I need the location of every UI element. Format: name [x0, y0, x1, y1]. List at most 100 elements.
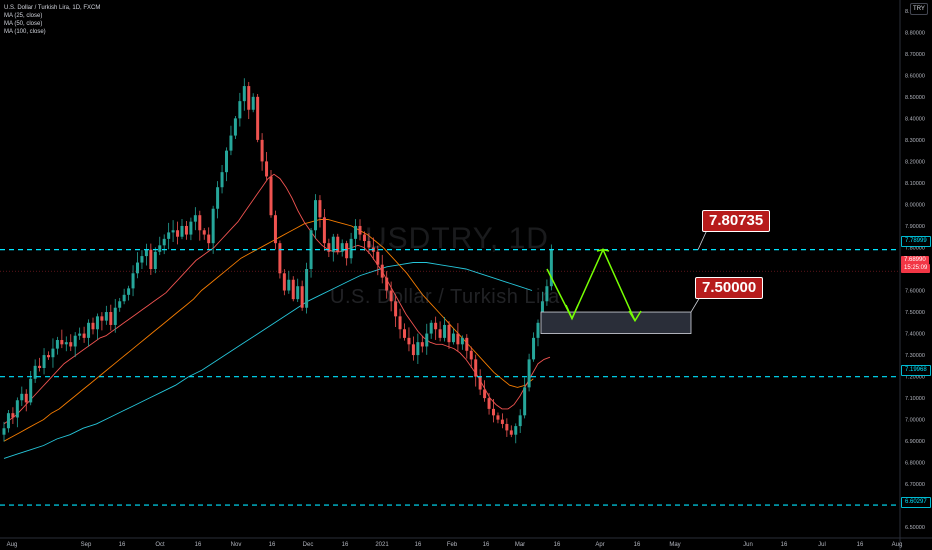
x-tick-label: 16	[269, 542, 276, 548]
y-tick-label: 7.10000	[905, 396, 925, 402]
candle-body	[100, 316, 104, 321]
x-tick-label: 16	[634, 542, 641, 548]
candle-body	[456, 333, 460, 345]
y-tick-label: 8.10000	[905, 181, 925, 187]
y-tick-label: 8.20000	[905, 159, 925, 165]
candle-body	[149, 249, 153, 269]
candle-body	[536, 322, 540, 338]
candle-body	[122, 294, 126, 302]
x-tick-label: Jun	[743, 542, 753, 548]
candle-body	[322, 217, 326, 244]
ma25-line	[3, 173, 551, 425]
x-tick-label: Jul	[818, 542, 826, 548]
candle-body	[211, 208, 215, 244]
candle-body	[318, 200, 322, 218]
x-tick-label: Apr	[595, 542, 604, 548]
candle-body	[354, 225, 358, 239]
candle-body	[443, 324, 447, 338]
candle-body	[296, 286, 300, 300]
y-tick-label: 8.50000	[905, 95, 925, 101]
candle-body	[55, 340, 59, 349]
candle-body	[380, 264, 384, 278]
candle-body	[420, 342, 424, 347]
candle-body	[198, 215, 202, 231]
candle-body	[189, 221, 193, 235]
x-tick-label: 16	[857, 542, 864, 548]
candle-body	[15, 400, 19, 418]
candle-body	[327, 243, 331, 252]
candle-body	[60, 340, 64, 345]
candle-body	[171, 230, 175, 233]
candle-body	[91, 322, 95, 330]
candle-body	[305, 269, 309, 308]
price-tag-last: 7.68990	[901, 256, 929, 265]
x-tick-label: 16	[415, 542, 422, 548]
candle-body	[425, 333, 429, 347]
candle-body	[220, 172, 224, 188]
legend-symbol: U.S. Dollar / Turkish Lira, 1D, FXCM	[4, 5, 101, 11]
x-tick-label: 16	[342, 542, 349, 548]
x-tick-label: Mar	[515, 542, 525, 548]
candle-body	[136, 262, 139, 274]
y-tick-label: 6.70000	[905, 482, 925, 488]
candle-body	[434, 322, 438, 330]
candle-body	[109, 312, 113, 325]
candle-body	[411, 344, 415, 356]
ma100-polyline	[3, 262, 533, 459]
candle-body	[73, 335, 77, 347]
x-tick-label: Dec	[303, 542, 314, 548]
candle-body	[300, 286, 304, 308]
candle-body	[500, 419, 504, 424]
candle-body	[478, 376, 482, 390]
candle-body	[451, 333, 455, 343]
candle-body	[69, 342, 73, 347]
candle-body	[176, 230, 180, 237]
candle-body	[193, 215, 197, 222]
candle-body	[38, 365, 42, 368]
y-tick-label: 8.80000	[905, 30, 925, 36]
candle-body	[340, 243, 344, 252]
watermark-symbol: USDTRY, 1D	[365, 222, 549, 255]
candle-body	[202, 230, 206, 235]
candle-body	[78, 333, 82, 336]
x-tick-label: 16	[781, 542, 788, 548]
candle-body	[51, 348, 55, 358]
y-tick-label: 6.90000	[905, 439, 925, 445]
candle-body	[532, 337, 536, 360]
y-tick-label: 8.00000	[905, 202, 925, 208]
candle-body	[492, 408, 495, 416]
candle-body	[238, 101, 242, 119]
candle-body	[416, 342, 420, 356]
candle-body	[144, 249, 148, 257]
candle-body	[523, 387, 527, 416]
y-tick-label: 7.80000	[905, 245, 925, 251]
arrowhead-up	[596, 248, 610, 252]
candle-body	[104, 312, 108, 321]
candle-body	[514, 426, 518, 435]
support-zone-box	[540, 311, 692, 334]
candle-body	[447, 324, 451, 343]
x-tick-label: Aug	[892, 542, 903, 548]
x-tick-label: Sep	[81, 542, 92, 548]
candle-body	[358, 225, 362, 235]
y-tick-label: 8.60000	[905, 73, 925, 79]
candle-body	[256, 96, 260, 140]
candle-body	[336, 236, 340, 252]
y-tick-label: 7.60000	[905, 289, 925, 295]
candle-body	[260, 139, 264, 162]
candle-body	[314, 200, 317, 231]
candle-body	[438, 329, 442, 338]
currency-badge[interactable]: TRY	[910, 3, 928, 15]
candle-body	[24, 393, 28, 403]
candle-body	[229, 135, 233, 151]
x-tick-label: 16	[483, 542, 490, 548]
chart-legend: U.S. Dollar / Turkish Lira, 1D, FXCM MA …	[4, 4, 100, 36]
candle-body	[207, 234, 211, 244]
horizontal-levels	[0, 249, 900, 506]
candle-body	[309, 230, 313, 269]
candle-body	[184, 225, 188, 235]
candle-body	[273, 215, 277, 244]
x-tick-label: Oct	[155, 542, 165, 548]
candle-body	[407, 337, 411, 345]
